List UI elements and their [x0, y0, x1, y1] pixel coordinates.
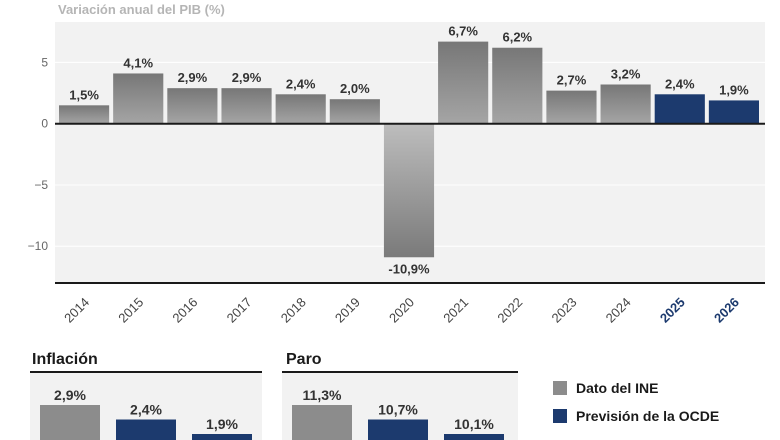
bar-2016	[167, 88, 218, 124]
bar-2026	[708, 100, 759, 124]
bar-2017	[221, 88, 272, 124]
unemployment-data-label: 11,3%	[303, 387, 342, 403]
inflation-plot-area	[30, 372, 262, 440]
data-label-2018: 2,4%	[286, 76, 316, 91]
data-label-2022: 6,2%	[502, 30, 532, 45]
x-tick-label-2017: 2017	[224, 295, 255, 326]
data-label-2015: 4,1%	[123, 55, 153, 70]
x-tick-label-2020: 2020	[386, 295, 417, 326]
inflation-bar	[192, 434, 252, 440]
inflation-data-label: 2,9%	[54, 387, 86, 403]
y-tick-label: 0	[41, 117, 48, 131]
data-label-2014: 1,5%	[69, 87, 99, 102]
bar-2020	[383, 123, 435, 258]
x-tick-label-2016: 2016	[169, 295, 200, 326]
bar-2025	[654, 94, 705, 124]
legend-swatch-ocde	[553, 409, 567, 423]
bar-2023	[546, 90, 597, 124]
x-tick-label-2022: 2022	[494, 295, 525, 326]
legend-label-ocde: Previsión de la OCDE	[576, 408, 720, 424]
x-tick-label-2025: 2025	[657, 295, 688, 326]
data-label-2016: 2,9%	[178, 70, 208, 85]
legend-item-ine: Dato del INE	[553, 378, 719, 398]
unemployment-data-label: 10,7%	[378, 402, 418, 418]
data-label-2024: 3,2%	[611, 66, 641, 81]
x-tick-label-2015: 2015	[115, 295, 146, 326]
bar-2018	[275, 94, 326, 124]
bar-2022	[492, 47, 543, 124]
inflation-title: Inflación	[32, 351, 98, 368]
data-label-2017: 2,9%	[232, 70, 262, 85]
x-tick-label-2019: 2019	[332, 295, 363, 326]
data-label-2025: 2,4%	[665, 76, 695, 91]
bar-2019	[329, 99, 380, 124]
inflation-bar	[40, 405, 100, 440]
legend-item-ocde: Previsión de la OCDE	[553, 406, 719, 426]
data-label-2020: -10,9%	[388, 261, 430, 276]
unemployment-data-label: 10,1%	[454, 416, 494, 432]
data-label-2026: 1,9%	[719, 82, 749, 97]
bar-2024	[600, 84, 651, 124]
x-tick-label-2021: 2021	[440, 295, 471, 326]
y-tick-label: −10	[28, 239, 49, 253]
y-tick-label: −5	[34, 178, 48, 192]
data-label-2023: 2,7%	[557, 73, 587, 88]
x-tick-label-2018: 2018	[278, 295, 309, 326]
x-tick-label-2024: 2024	[603, 295, 634, 326]
inflation-data-label: 1,9%	[206, 416, 238, 432]
chart-title: Variación anual del PIB (%)	[58, 2, 225, 17]
bar-2021	[438, 41, 489, 124]
data-label-2021: 6,7%	[448, 24, 478, 39]
x-tick-label-2014: 2014	[61, 295, 92, 326]
legend-label-ine: Dato del INE	[576, 380, 659, 396]
x-tick-label-2026: 2026	[711, 295, 742, 326]
gdp-chart: 5 0 −5 −10 1,5% 2014 4,1% 2015 2,9% 2016 2,9% 2017 2…	[28, 22, 765, 326]
bar-2014	[59, 105, 110, 124]
x-tick-label-2023: 2023	[549, 295, 580, 326]
unemployment-plot-area	[282, 372, 518, 440]
unemployment-title: Paro	[286, 351, 322, 368]
legend-swatch-ine	[553, 381, 567, 395]
data-label-2019: 2,0%	[340, 81, 370, 96]
y-tick-label: 5	[41, 55, 48, 69]
unemployment-bar	[368, 419, 428, 440]
inflation-data-label: 2,4%	[130, 402, 162, 418]
legend: Dato del INE Previsión de la OCDE	[553, 378, 719, 434]
unemployment-bar	[444, 434, 504, 440]
unemployment-bar	[292, 405, 352, 440]
bar-2015	[113, 73, 164, 124]
inflation-bar	[116, 419, 176, 440]
